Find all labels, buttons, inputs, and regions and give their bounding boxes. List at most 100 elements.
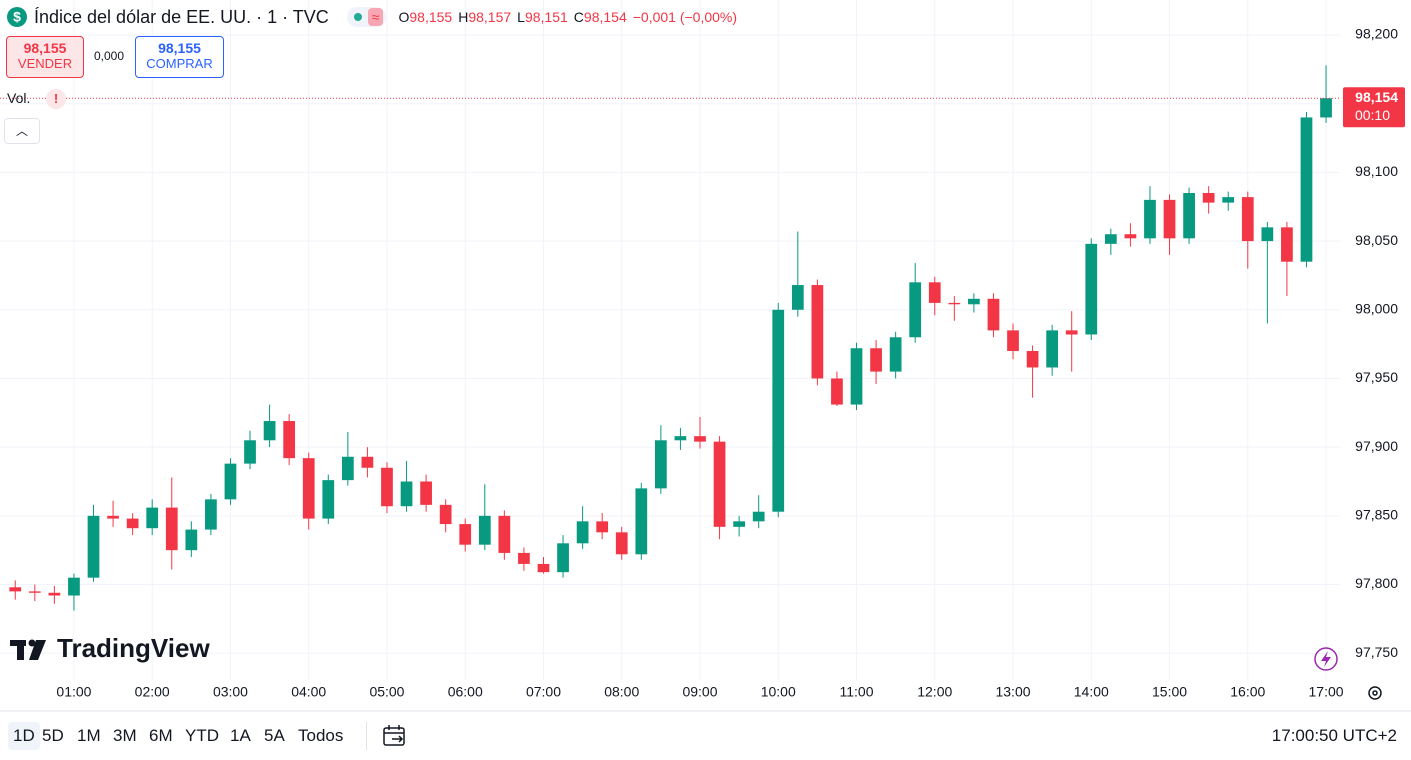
range-button[interactable]: 1A <box>230 726 251 745</box>
y-tick-label: 98,200 <box>1355 26 1398 42</box>
candle-body <box>263 421 276 441</box>
x-tick-label: 04:00 <box>291 684 326 700</box>
ohlc-key: H <box>458 9 469 25</box>
ohlc-key: O <box>398 9 410 25</box>
candle-body <box>870 348 882 372</box>
candle-body <box>1085 243 1098 335</box>
lightning-icon[interactable] <box>1314 647 1338 671</box>
x-tick-label: 07:00 <box>526 684 561 700</box>
candle-body <box>1046 330 1059 368</box>
range-button[interactable]: 1M <box>77 726 101 745</box>
candle-body <box>400 481 413 507</box>
candle-body <box>478 515 491 545</box>
range-button[interactable]: 5D <box>42 726 64 745</box>
x-tick-label: 06:00 <box>448 684 483 700</box>
candle-body <box>733 521 745 527</box>
y-tick-label: 97,950 <box>1355 369 1398 385</box>
candle-body <box>185 529 198 551</box>
candle-body <box>713 441 726 527</box>
candle-body <box>302 458 315 519</box>
last-price-label: 98,154 <box>1355 89 1398 105</box>
status-pill[interactable]: ≈ <box>346 7 387 27</box>
candle-body <box>576 521 589 544</box>
x-tick-label: 16:00 <box>1230 684 1265 700</box>
range-button[interactable]: Todos <box>298 726 344 745</box>
candle-body <box>1124 234 1137 239</box>
ohlc: O98,155 H98,157 L98,151 C98,154 <box>392 9 626 25</box>
candle-body <box>674 436 687 441</box>
x-tick-label: 05:00 <box>369 684 404 700</box>
candle-body <box>831 378 843 405</box>
range-button[interactable]: 5A <box>264 726 285 745</box>
collapse-button[interactable]: ︿ <box>4 118 40 144</box>
logo-mark <box>10 639 46 660</box>
candle-body <box>420 481 432 505</box>
y-tick-label: 97,850 <box>1355 507 1398 523</box>
lightning-glyph <box>1321 651 1331 667</box>
buy-button[interactable]: 98,155 COMPRAR <box>135 36 224 78</box>
candle-body <box>9 587 22 592</box>
candle-body <box>1320 98 1332 118</box>
candle-body <box>948 302 961 305</box>
x-tick-label: 14:00 <box>1074 684 1109 700</box>
settings-icon[interactable] <box>1368 686 1382 700</box>
y-tick-label: 98,050 <box>1355 232 1398 248</box>
y-tick-label: 97,750 <box>1355 644 1398 660</box>
ohlc-value: 98,157 <box>468 9 512 25</box>
candle-body <box>1183 193 1195 239</box>
sell-button[interactable]: 98,155 VENDER <box>6 36 84 78</box>
candle-body <box>68 577 80 596</box>
x-tick-label: 03:00 <box>213 684 248 700</box>
candle-body <box>752 511 765 522</box>
candle-body <box>165 507 178 551</box>
candle-body <box>811 285 824 379</box>
candle-body <box>655 440 667 489</box>
x-tick-label: 10:00 <box>761 684 796 700</box>
candle-body <box>146 507 159 529</box>
candle-body <box>498 515 511 553</box>
x-tick-label: 17:00 <box>1309 684 1344 700</box>
status-dot <box>353 13 362 21</box>
range-button[interactable]: YTD <box>185 726 219 745</box>
chart: 97,750 97,800 97,850 97,900 97,950 98,000 98,0… <box>0 0 1411 712</box>
sell-label: VENDER <box>17 56 73 71</box>
candle-body <box>537 563 550 573</box>
x-tick-label: 13:00 <box>995 684 1030 700</box>
volume-warning[interactable]: ! <box>46 89 66 109</box>
candle-body <box>48 592 61 596</box>
candle-body <box>126 518 139 529</box>
ohlc-value: 98,155 <box>409 9 453 25</box>
candle-body <box>518 552 530 564</box>
candle-body <box>596 521 609 533</box>
grid <box>0 0 1340 680</box>
candle-body <box>28 591 41 593</box>
date-range-icon[interactable] <box>382 723 408 749</box>
x-tick-label: 12:00 <box>917 684 952 700</box>
candle-body <box>381 467 393 507</box>
symbol-title: Índice del dólar de EE. UU. · 1 · TVC <box>34 6 329 27</box>
x-tick-label: 02:00 <box>135 684 170 700</box>
candle-body <box>1163 199 1176 239</box>
spread: 0,000 <box>94 49 125 63</box>
candle-body <box>87 515 100 578</box>
y-tick-label: 98,100 <box>1355 163 1398 179</box>
candle-body <box>459 524 472 545</box>
candle-body <box>615 532 628 555</box>
x-tick-label: 15:00 <box>1152 684 1187 700</box>
candle-body <box>1104 234 1117 244</box>
range-button[interactable]: 3M <box>113 726 137 745</box>
symbol-icon: $ <box>7 7 27 27</box>
candle-body <box>1026 350 1039 368</box>
volume-label: Vol. <box>7 90 31 106</box>
candle-body <box>1202 193 1215 203</box>
candle-body <box>361 456 374 468</box>
range-button[interactable]: 1D <box>8 722 40 750</box>
candle-body <box>1065 330 1078 335</box>
range-button[interactable]: 6M <box>149 726 173 745</box>
candle-body <box>1261 227 1274 242</box>
candle-body <box>772 309 785 512</box>
ohlc-key: L <box>517 9 525 25</box>
candle-body <box>557 543 569 573</box>
countdown: 00:10 <box>1355 107 1390 123</box>
ohlc-value: 98,154 <box>583 9 627 25</box>
